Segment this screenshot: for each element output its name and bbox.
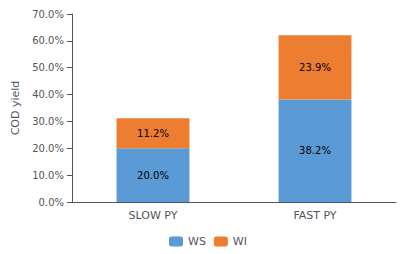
svg-text:WI: WI bbox=[233, 235, 247, 248]
svg-text:20.0%: 20.0% bbox=[137, 170, 169, 181]
svg-text:FAST PY: FAST PY bbox=[293, 209, 336, 222]
svg-text:23.9%: 23.9% bbox=[299, 62, 331, 73]
svg-text:50.0%: 50.0% bbox=[32, 62, 64, 73]
svg-text:30.0%: 30.0% bbox=[32, 116, 64, 127]
svg-text:60.0%: 60.0% bbox=[32, 35, 64, 46]
svg-text:WS: WS bbox=[188, 235, 206, 248]
svg-text:10.0%: 10.0% bbox=[32, 170, 64, 181]
svg-text:70.0%: 70.0% bbox=[32, 9, 64, 20]
svg-text:20.0%: 20.0% bbox=[32, 143, 64, 154]
svg-text:0.0%: 0.0% bbox=[39, 197, 64, 208]
svg-text:COD yield: COD yield bbox=[9, 81, 22, 136]
svg-text:40.0%: 40.0% bbox=[32, 89, 64, 100]
svg-text:38.2%: 38.2% bbox=[299, 145, 331, 156]
svg-text:11.2%: 11.2% bbox=[137, 128, 169, 139]
svg-text:SLOW PY: SLOW PY bbox=[129, 209, 178, 222]
